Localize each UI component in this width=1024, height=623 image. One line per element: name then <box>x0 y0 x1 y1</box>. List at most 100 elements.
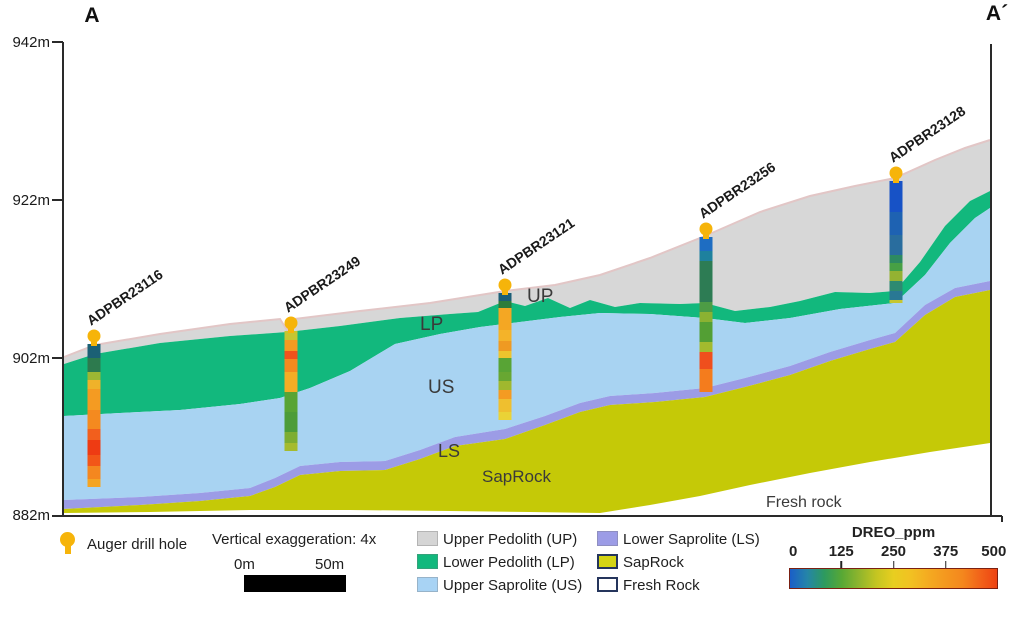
elevation-label-922: 922m <box>12 192 50 209</box>
assay-segment <box>498 308 512 330</box>
assay-segment <box>699 342 713 352</box>
colorbar-tick-375: 375 <box>933 543 959 560</box>
assay-segment <box>87 479 101 487</box>
assay-segment <box>889 281 903 291</box>
vertical-exaggeration-label: Vertical exaggeration: 4x <box>212 531 377 548</box>
assay-segment <box>498 381 512 390</box>
assay-segment <box>284 432 298 443</box>
auger-pin-icon <box>889 166 903 180</box>
assay-segment <box>889 212 903 235</box>
drill-hole-label: ADPBR23116 <box>84 266 166 329</box>
assay-segment <box>284 340 298 351</box>
assay-segment <box>498 412 512 420</box>
auger-pin-icon <box>498 278 512 292</box>
layer-label-ls: LS <box>438 441 460 461</box>
assay-segment <box>498 399 512 412</box>
endpoint-label-a: A <box>84 4 99 27</box>
assay-segment <box>87 429 101 440</box>
assay-segment <box>284 412 298 432</box>
assay-segment <box>889 235 903 255</box>
colorbar-tick-125: 125 <box>828 543 854 560</box>
assay-segment <box>87 358 101 372</box>
legend-label-lower-saprolite: Lower Saprolite (LS) <box>623 531 760 548</box>
assay-segment <box>889 291 903 300</box>
bottom-axis <box>63 515 1003 522</box>
assay-segment <box>87 466 101 479</box>
assay-segment <box>699 237 713 251</box>
assay-segment <box>889 255 903 263</box>
assay-segment <box>498 301 512 308</box>
auger-legend-label: Auger drill hole <box>87 536 188 553</box>
legend-swatch-fresh-rock <box>597 577 618 592</box>
upper-pedolith-layer <box>64 140 990 364</box>
elevation-label-902: 902m <box>12 350 50 367</box>
assay-segment <box>498 390 512 399</box>
assay-segment <box>284 372 298 392</box>
colorbar-tick-250: 250 <box>880 543 907 560</box>
legend-label-upper-saprolite: Upper Saprolite (US) <box>443 577 583 594</box>
colorbar-tickmarks <box>789 561 998 568</box>
assay-segment <box>498 341 512 351</box>
assay-segment <box>498 330 512 341</box>
assay-segment <box>699 352 713 369</box>
elevation-label-942: 942m <box>12 34 50 51</box>
assay-segment <box>87 389 101 410</box>
auger-pin-icon <box>87 329 101 343</box>
colorbar-tick-labels: 0 125 250 375 500 <box>789 543 1006 561</box>
assay-segment <box>284 443 298 451</box>
assay-segment <box>699 322 713 342</box>
assay-segment <box>699 369 713 392</box>
legend-label-fresh-rock: Fresh Rock <box>623 577 700 594</box>
assay-segment <box>699 312 713 322</box>
assay-segment <box>87 455 101 466</box>
assay-segment <box>498 358 512 372</box>
layer-label-saprock: SapRock <box>482 467 551 486</box>
colorbar-gradient <box>789 568 998 589</box>
elevation-label-882: 882m <box>12 507 50 524</box>
layer-label-us: US <box>428 377 454 398</box>
assay-segment <box>284 392 298 412</box>
legend-label-upper-pedolith: Upper Pedolith (UP) <box>443 531 578 548</box>
assay-segment <box>87 410 101 429</box>
assay-segment <box>498 351 512 358</box>
legend-label-lower-pedolith: Lower Pedolith (LP) <box>443 554 575 571</box>
assay-segment <box>889 181 903 212</box>
layer-label-fresh-rock: Fresh rock <box>766 494 843 511</box>
legend-label-saprock: SapRock <box>623 554 684 571</box>
assay-segment <box>498 372 512 381</box>
auger-pin-icon <box>60 532 76 556</box>
assay-segment <box>889 263 903 271</box>
legend-swatch-saprock <box>597 554 618 569</box>
legend-swatch-lower-saprolite <box>597 531 618 546</box>
layer-label-up: UP <box>527 286 553 307</box>
scale-bar <box>244 575 346 592</box>
assay-segment <box>284 331 298 340</box>
assay-segment <box>87 372 101 380</box>
drill-hole-label: ADPBR23121 <box>495 214 578 277</box>
scale-end-label: 50m <box>315 556 345 573</box>
assay-segment <box>889 300 903 303</box>
auger-pin-icon <box>284 316 298 330</box>
drill-hole-label: ADPBR23249 <box>281 252 364 315</box>
colorbar-title: DREO_ppm <box>851 524 936 541</box>
saprock-layer <box>64 290 990 513</box>
assay-segment <box>699 251 713 261</box>
pin-head <box>60 532 75 547</box>
elevation-ticks <box>52 41 63 517</box>
assay-segment <box>87 380 101 389</box>
assay-segment <box>87 344 101 358</box>
assay-segment <box>87 440 101 455</box>
pin-stem <box>64 545 71 554</box>
colorbar-tick-0: 0 <box>789 543 798 560</box>
endpoint-label-a-prime: A´ <box>986 2 1008 25</box>
assay-segment <box>284 359 298 372</box>
assay-segment <box>889 271 903 281</box>
colorbar-block: DREO_ppm 0 125 250 375 500 <box>789 524 1006 589</box>
legend-swatch-upper-pedolith <box>417 531 438 546</box>
assay-segment <box>699 261 713 302</box>
auger-pin-icon <box>699 222 713 236</box>
legend-swatch-lower-pedolith <box>417 554 438 569</box>
layer-label-lp: LP <box>420 314 443 335</box>
